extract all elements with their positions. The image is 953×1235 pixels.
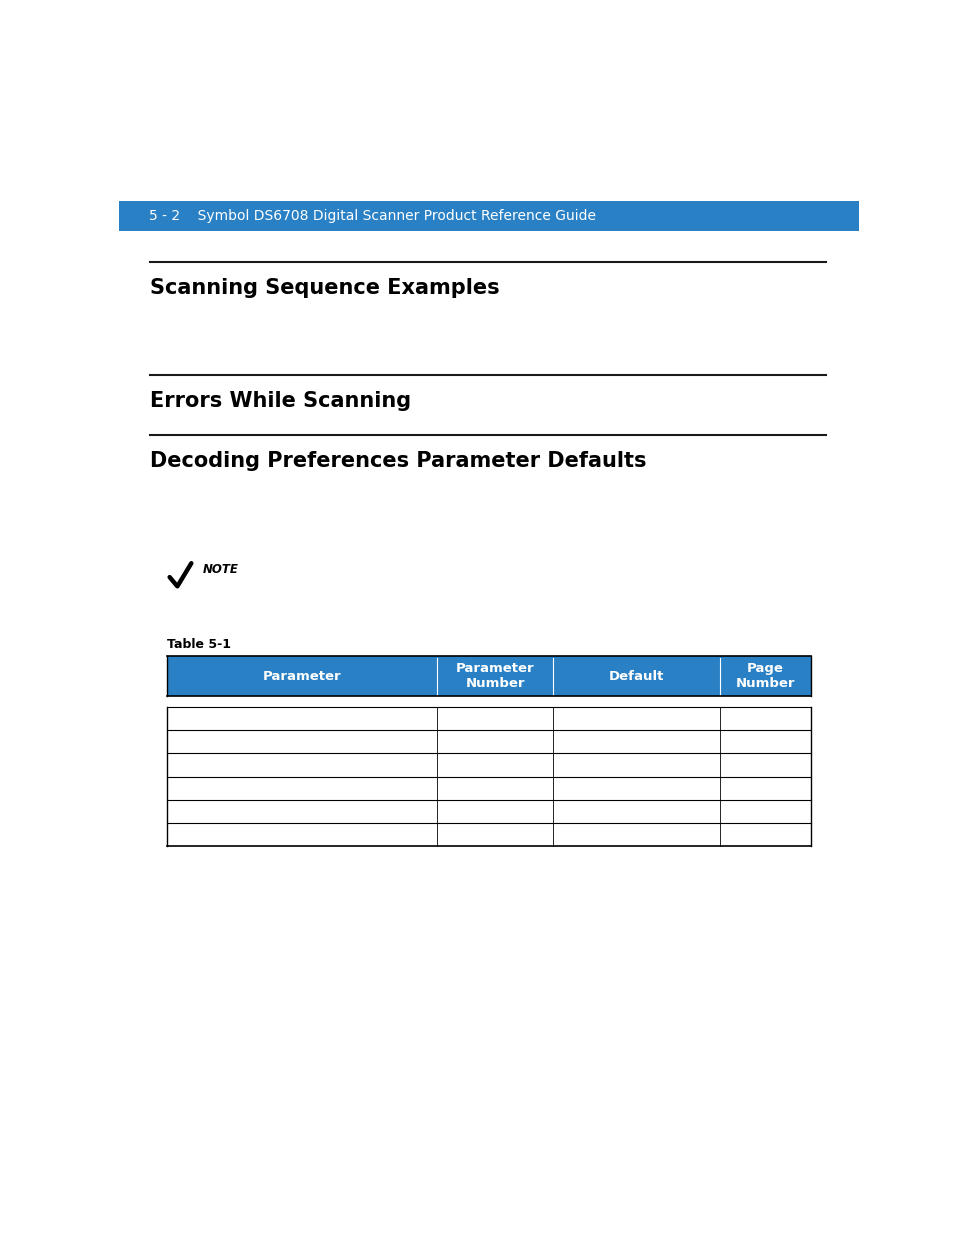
Text: NOTE: NOTE (203, 563, 238, 577)
Bar (167, 656, 810, 697)
Text: Default: Default (609, 669, 664, 683)
Text: Errors While Scanning: Errors While Scanning (150, 390, 411, 411)
Bar (119, 200, 858, 231)
Text: Scanning Sequence Examples: Scanning Sequence Examples (150, 278, 499, 298)
Text: Parameter: Parameter (263, 669, 341, 683)
Text: Table 5-1: Table 5-1 (167, 638, 231, 651)
Text: Parameter
Number: Parameter Number (456, 662, 534, 690)
Text: Decoding Preferences Parameter Defaults: Decoding Preferences Parameter Defaults (150, 451, 646, 471)
Text: Page
Number: Page Number (735, 662, 795, 690)
Text: 5 - 2    Symbol DS6708 Digital Scanner Product Reference Guide: 5 - 2 Symbol DS6708 Digital Scanner Prod… (149, 209, 595, 224)
